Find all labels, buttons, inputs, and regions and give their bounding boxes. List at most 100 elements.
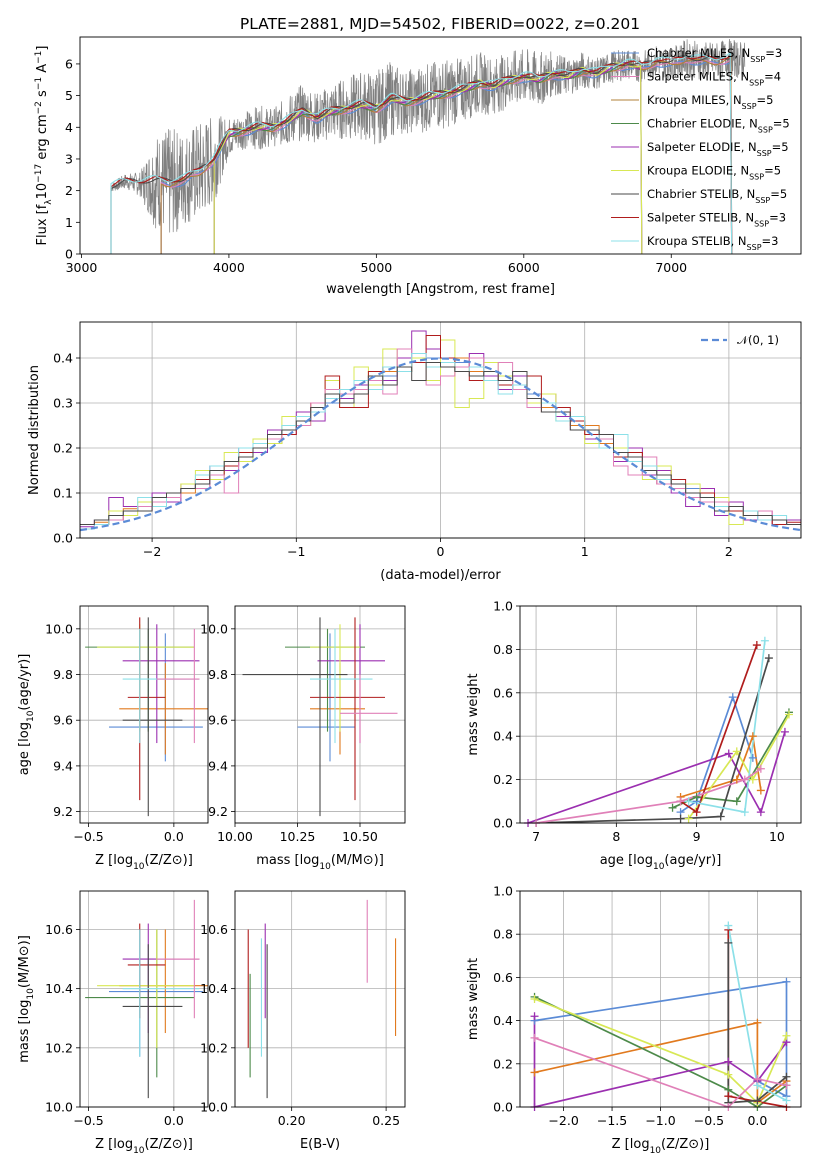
y-tick-label: 0.0 [493,1100,513,1115]
legend-entry: Salpeter STELIB, NSSP=3 [647,211,786,229]
histogram-series-7 [80,362,801,538]
y-tick-label: 10.0 [45,1100,73,1115]
y-tick-label: 10.0 [200,621,228,636]
x-tick-label: 10.25 [280,829,316,844]
plot-area [242,617,398,817]
y-tick-label: 0 [65,247,73,262]
y-tick-label: 1.0 [493,599,513,614]
age-vs-metallicity-axes: −0.5 0.0 9.2 9.4 9.6 9.8 10.0 Z [log10(Z/Z⊙)] ag… [17,605,209,872]
x-axis-label: wavelength [Angstrom, rest frame] [326,282,555,297]
y-tick-label: 9.8 [208,667,228,682]
x-tick-label: 4000 [213,260,245,275]
x-axis-label: E(B-V) [300,1137,340,1152]
weight-marker-4-0 [530,995,539,1003]
y-tick-label: 9.6 [53,713,73,728]
x-tick-label: 1 [581,544,589,559]
weight-marker-3-2 [756,808,765,817]
x-axis-label: Z [log10(Z/Z⊙)] [95,853,193,872]
x-tick-label: 5000 [360,260,392,275]
weight-marker-3-0 [530,1012,539,1021]
y-tick-label: 4 [65,120,73,135]
legend-entry: Chabrier ELODIE, NSSP=5 [647,117,790,135]
weight-marker-0-1 [782,977,791,986]
x-tick-label: −2 [143,544,161,559]
plot-area [85,899,208,1099]
x-tick-label: −0.5 [73,1113,103,1128]
y-tick-label: 0.0 [53,531,73,546]
weight-marker-7-2 [782,1096,791,1105]
weight-series-4 [534,998,788,1105]
y-tick-label: 10.4 [45,981,73,996]
mass-vs-metallicity-axes: −0.5 0.0 10.0 10.2 10.4 10.6 Z [log10(Z/Z⊙)] ma… [17,890,209,1156]
x-tick-label: 0.20 [278,1113,306,1128]
y-tick-label: 9.4 [208,758,228,773]
weight-series-8 [535,768,762,823]
x-tick-label: −0.5 [694,1113,724,1128]
legend-entry: Chabrier STELIB, NSSP=5 [647,187,787,205]
y-tick-label: 10.2 [200,1040,228,1055]
weight-marker-6-3 [782,1072,791,1081]
x-axis-label: mass [log10(M/M⊙)] [256,853,384,872]
y-tick-label: 9.6 [208,713,228,728]
weight-series-1 [534,1021,788,1105]
axes-frame [234,605,406,824]
x-axis-label: Z [log10(Z/Z⊙)] [612,1137,710,1156]
x-tick-label: 7000 [655,260,687,275]
y-tick-label: 1.0 [493,884,513,899]
weight-marker-3-3 [780,727,789,736]
x-tick-label: 3000 [66,260,98,275]
weight-marker-1-3 [756,786,765,795]
legend-entry: Chabrier MILES, NSSP=3 [647,46,782,64]
x-tick-label: 7 [532,829,540,844]
weight-marker-1-1 [753,1018,762,1027]
axes-frame [79,321,802,539]
y-tick-label: 0.8 [493,927,513,942]
y-tick-label: 0.8 [493,642,513,657]
y-tick-label: 10.2 [45,1040,73,1055]
weight-marker-1-1 [732,775,741,784]
y-axis-label: Flux [fλ10−17 erg cm−2 s−1 A−1] [34,46,54,246]
weight-marker-8-3 [782,1081,791,1090]
x-tick-label: 0.0 [164,1113,184,1128]
legend-entry: Salpeter MILES, NSSP=4 [647,70,781,88]
plot-area [85,617,208,817]
axes-frame [234,890,406,1108]
y-tick-label: 0.2 [53,441,73,456]
y-tick-label: 9.2 [208,804,228,819]
axes-frame [79,605,209,824]
legend-entry: Salpeter ELODIE, NSSP=5 [647,140,789,158]
x-tick-label: 8 [612,829,620,844]
weight-marker-4-3 [782,1031,791,1040]
weight-marker-2-1 [692,792,701,801]
axes-frame [519,605,802,824]
x-tick-label: 10.00 [217,829,253,844]
x-tick-label: 0.0 [747,1113,767,1128]
weight-marker-8-2 [740,775,749,784]
y-axis-label: age [log10(age/yr)] [17,654,36,776]
axes-frame [79,890,209,1108]
weight-marker-1-0 [530,1068,539,1077]
mass-weight-vs-metallicity-axes: −2.0 −1.5 −1.0 −0.5 0.0 0.0 0.2 0.4 0.6 0.8 1.0 Z [… [466,884,802,1156]
weight-marker-4-1 [724,1070,733,1079]
model-series-7 [110,55,733,254]
y-tick-label: 0.0 [493,816,513,831]
weight-series-8 [534,1037,787,1107]
y-tick-label: 0.4 [493,729,513,744]
weight-marker-6-0 [724,938,733,947]
legend-entry: Kroupa ELODIE, NSSP=5 [647,164,781,182]
weight-marker-8-3 [756,764,765,773]
x-tick-label: 0 [437,544,445,559]
y-axis-label: mass [log10(M/M⊙)] [17,935,36,1063]
weight-marker-6-2 [716,812,725,821]
y-tick-label: 10.0 [200,1100,228,1115]
x-tick-label: 10.50 [342,829,378,844]
weight-series-4 [687,714,790,820]
y-tick-label: 9.4 [53,758,73,773]
weight-marker-4-3 [784,710,793,719]
weight-series-3 [527,731,786,823]
x-tick-label: 10 [769,829,785,844]
weight-marker-7-0 [684,797,693,806]
plot-area [247,899,397,1099]
x-tick-label: 0.0 [164,829,184,844]
